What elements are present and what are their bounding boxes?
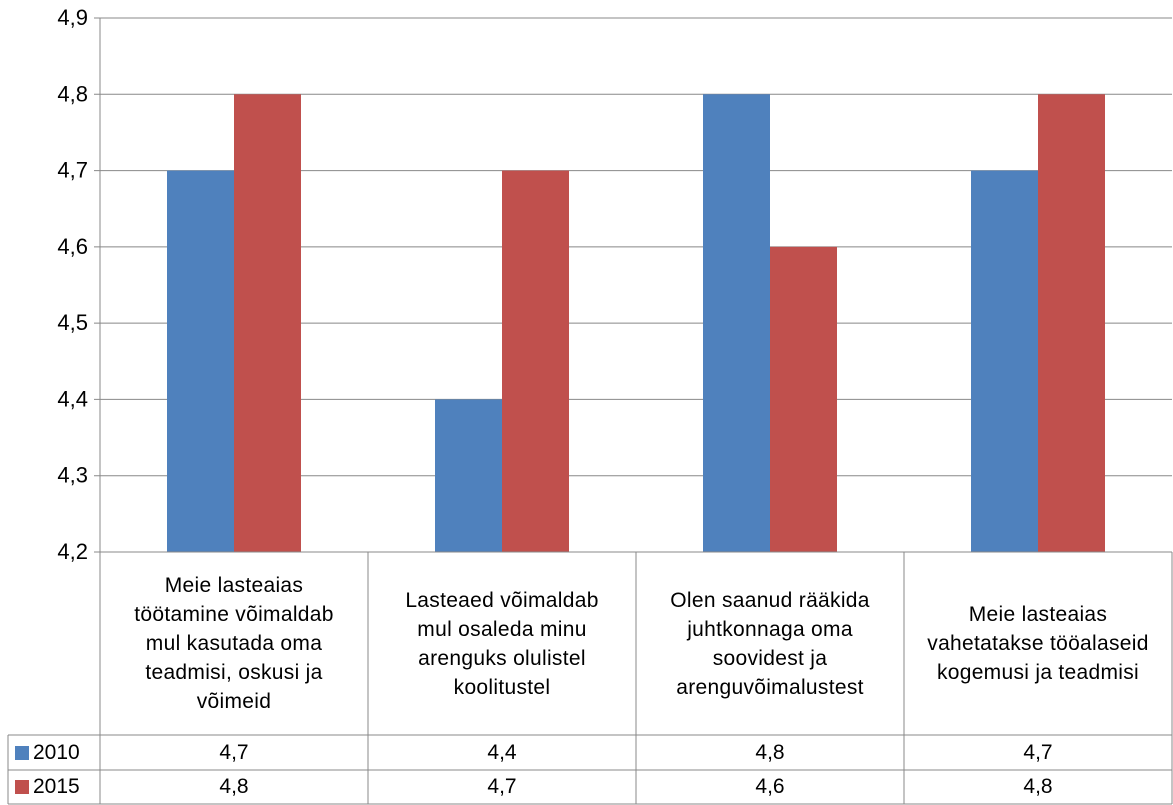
bar-2015-3: [770, 246, 837, 552]
legend-label: 2015: [33, 775, 80, 798]
bar-2010-3: [703, 94, 770, 553]
data-label: 4,7: [487, 775, 517, 798]
y-tick-label: 4,8: [57, 81, 88, 106]
y-tick-label: 4,2: [57, 539, 88, 564]
bar-2015-4: [1038, 94, 1105, 553]
data-label: 4,6: [755, 775, 785, 798]
y-tick-label: 4,6: [57, 234, 88, 259]
y-tick-label: 4,9: [57, 5, 88, 30]
data-label: 4,7: [1023, 740, 1053, 764]
category-label: Lasteaed võimaldab mul osaleda minu arengu…: [370, 554, 634, 733]
data-label: 4,8: [1023, 775, 1053, 798]
category-label: Meie lasteaias töötamine võimaldab mul kas…: [102, 554, 366, 733]
category-label-text: Meie lasteaias vahetatakse tööalaseid koge…: [927, 603, 1149, 684]
category-label: Olen saanud rääkida juhtkonnaga oma soovid…: [638, 554, 902, 733]
data-label: 4,8: [219, 775, 249, 798]
category-label-text: Meie lasteaias töötamine võimaldab mul kas…: [134, 574, 334, 713]
category-label-text: Lasteaed võimaldab mul osaleda minu arengu…: [405, 588, 599, 699]
data-label: 4,8: [755, 740, 785, 764]
data-label: 4,4: [487, 740, 517, 764]
legend-entry-2010: 2010: [9, 735, 99, 770]
bar-2010-4: [971, 170, 1038, 553]
bar-2010-2: [435, 399, 502, 552]
y-tick-label: 4,4: [57, 386, 88, 411]
y-tick-label: 4,5: [57, 310, 88, 335]
bar-2015-1: [234, 94, 301, 553]
bar-2015-2: [502, 170, 569, 553]
category-label: Meie lasteaias vahetatakse tööalaseid koge…: [906, 554, 1170, 733]
y-tick-label: 4,3: [57, 463, 88, 488]
bar-2010-1: [167, 170, 234, 553]
legend-key: [15, 745, 29, 760]
legend-key: [15, 780, 29, 794]
legend-entry-2015: 2015: [9, 770, 99, 804]
y-tick-label: 4,7: [57, 158, 88, 183]
data-label: 4,7: [219, 740, 249, 764]
legend-label: 2010: [33, 740, 80, 764]
category-label-text: Olen saanud rääkida juhtkonnaga oma soovid…: [670, 588, 870, 699]
